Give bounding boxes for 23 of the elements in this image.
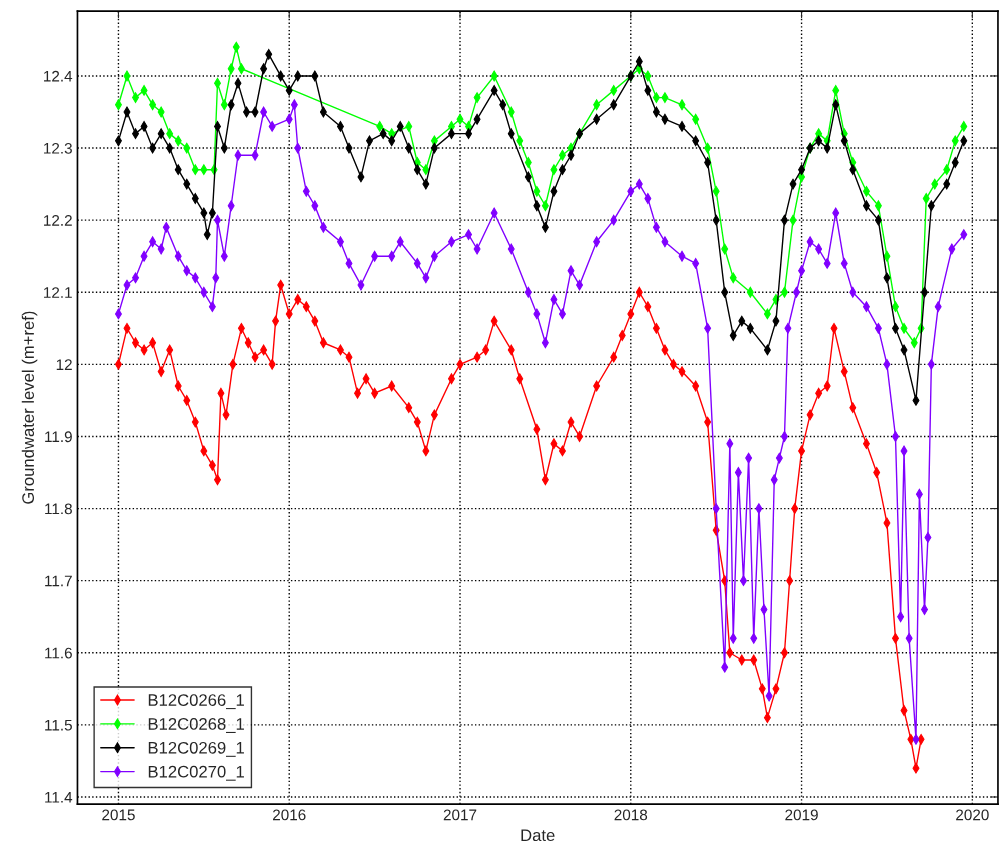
x-axis-title: Date [521,829,555,842]
legend-label: B12C0269_1 [148,741,244,757]
y-tick-label: 11.5 [45,719,72,731]
legend-label: B12C0266_1 [148,694,244,710]
x-tick-label: 2020 [956,809,989,821]
y-tick-label: 12.2 [44,215,72,226]
x-tick-label: 2016 [273,809,306,821]
legend-label: B12C0270_1 [148,765,244,781]
y-tick-label: 11.9 [45,431,72,443]
y-tick-label: 11.7 [45,575,72,587]
y-tick-label: 12.4 [44,70,73,82]
x-tick-label: 2019 [785,809,818,821]
y-tick-label: 12 [56,359,72,370]
x-tick-label: 2017 [443,809,477,821]
legend-label: B12C0268_1 [148,718,244,733]
x-tick-label: 2018 [614,809,648,821]
y-tick-label: 11.6 [45,647,72,659]
y-tick-label: 12.3 [44,142,72,154]
y-axis-title: Groundwater level (m+ref) [21,311,38,504]
y-tick-label: 11.8 [45,503,72,515]
y-tick-label: 11.4 [45,792,73,803]
y-tick-label: 12.1 [44,287,72,298]
x-tick-label: 2015 [102,809,135,821]
